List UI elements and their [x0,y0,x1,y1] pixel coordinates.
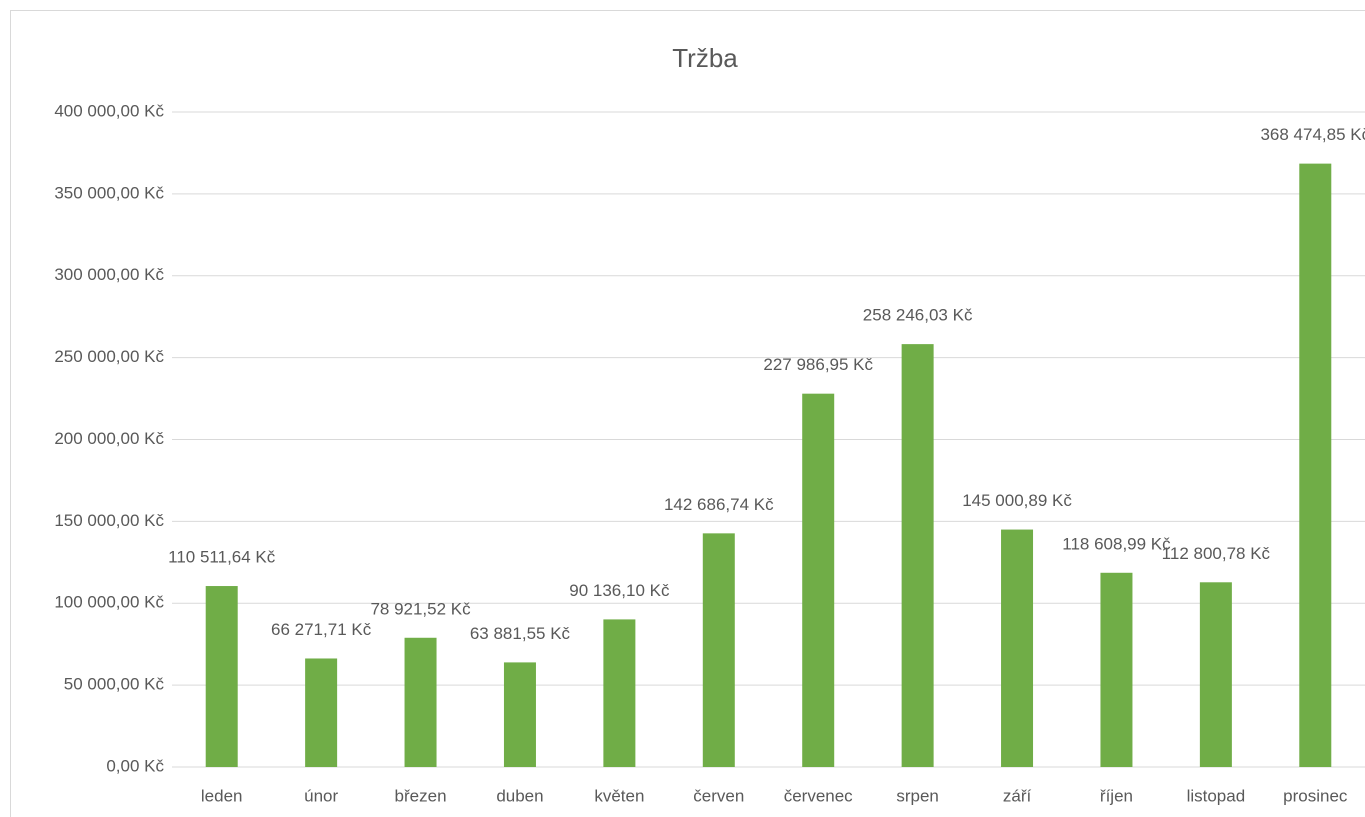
data-label: 227 986,95 Kč [763,355,873,374]
x-tick-label: leden [201,786,243,805]
bar [1100,572,1133,767]
x-tick-label: duben [496,786,543,805]
x-tick-label: únor [304,786,338,805]
bar [404,637,437,767]
data-label: 145 000,89 Kč [962,491,1072,510]
y-tick-label: 150 000,00 Kč [54,511,164,530]
x-tick-label: listopad [1187,786,1246,805]
bar [802,393,835,767]
x-tick-label: prosinec [1283,786,1348,805]
bar [205,586,238,767]
bar [503,662,536,767]
y-tick-label: 300 000,00 Kč [54,265,164,284]
chart-border [10,10,1365,817]
data-label: 63 881,55 Kč [470,624,571,643]
x-tick-label: červen [693,786,744,805]
data-label: 66 271,71 Kč [271,620,372,639]
x-tick-label: březen [395,786,447,805]
y-tick-label: 50 000,00 Kč [64,675,165,694]
data-label: 110 511,64 Kč [168,548,276,567]
data-label: 258 246,03 Kč [863,306,973,325]
y-tick-label: 250 000,00 Kč [54,347,164,366]
bar [1299,163,1332,767]
x-tick-label: květen [594,786,644,805]
x-tick-label: srpen [896,786,939,805]
y-tick-label: 350 000,00 Kč [54,183,164,202]
x-tick-label: říjen [1100,786,1133,805]
data-label: 112 800,78 Kč [1162,544,1271,563]
bar [1001,529,1034,767]
bar [603,619,636,767]
bar [901,344,934,767]
data-label: 142 686,74 Kč [664,495,774,514]
y-tick-label: 0,00 Kč [106,756,164,775]
chart-title: Tržba [672,43,738,73]
y-tick-label: 400 000,00 Kč [54,101,164,120]
y-tick-label: 100 000,00 Kč [54,593,164,612]
data-label: 368 474,85 Kč [1260,125,1365,144]
bar [702,533,735,767]
x-tick-label: září [1003,786,1032,805]
data-label: 78 921,52 Kč [370,599,471,618]
data-label: 90 136,10 Kč [569,581,670,600]
y-tick-label: 200 000,00 Kč [54,429,164,448]
x-tick-label: červenec [784,786,853,805]
bar [1199,582,1232,767]
bar [305,658,338,767]
data-label: 118 608,99 Kč [1062,534,1171,553]
